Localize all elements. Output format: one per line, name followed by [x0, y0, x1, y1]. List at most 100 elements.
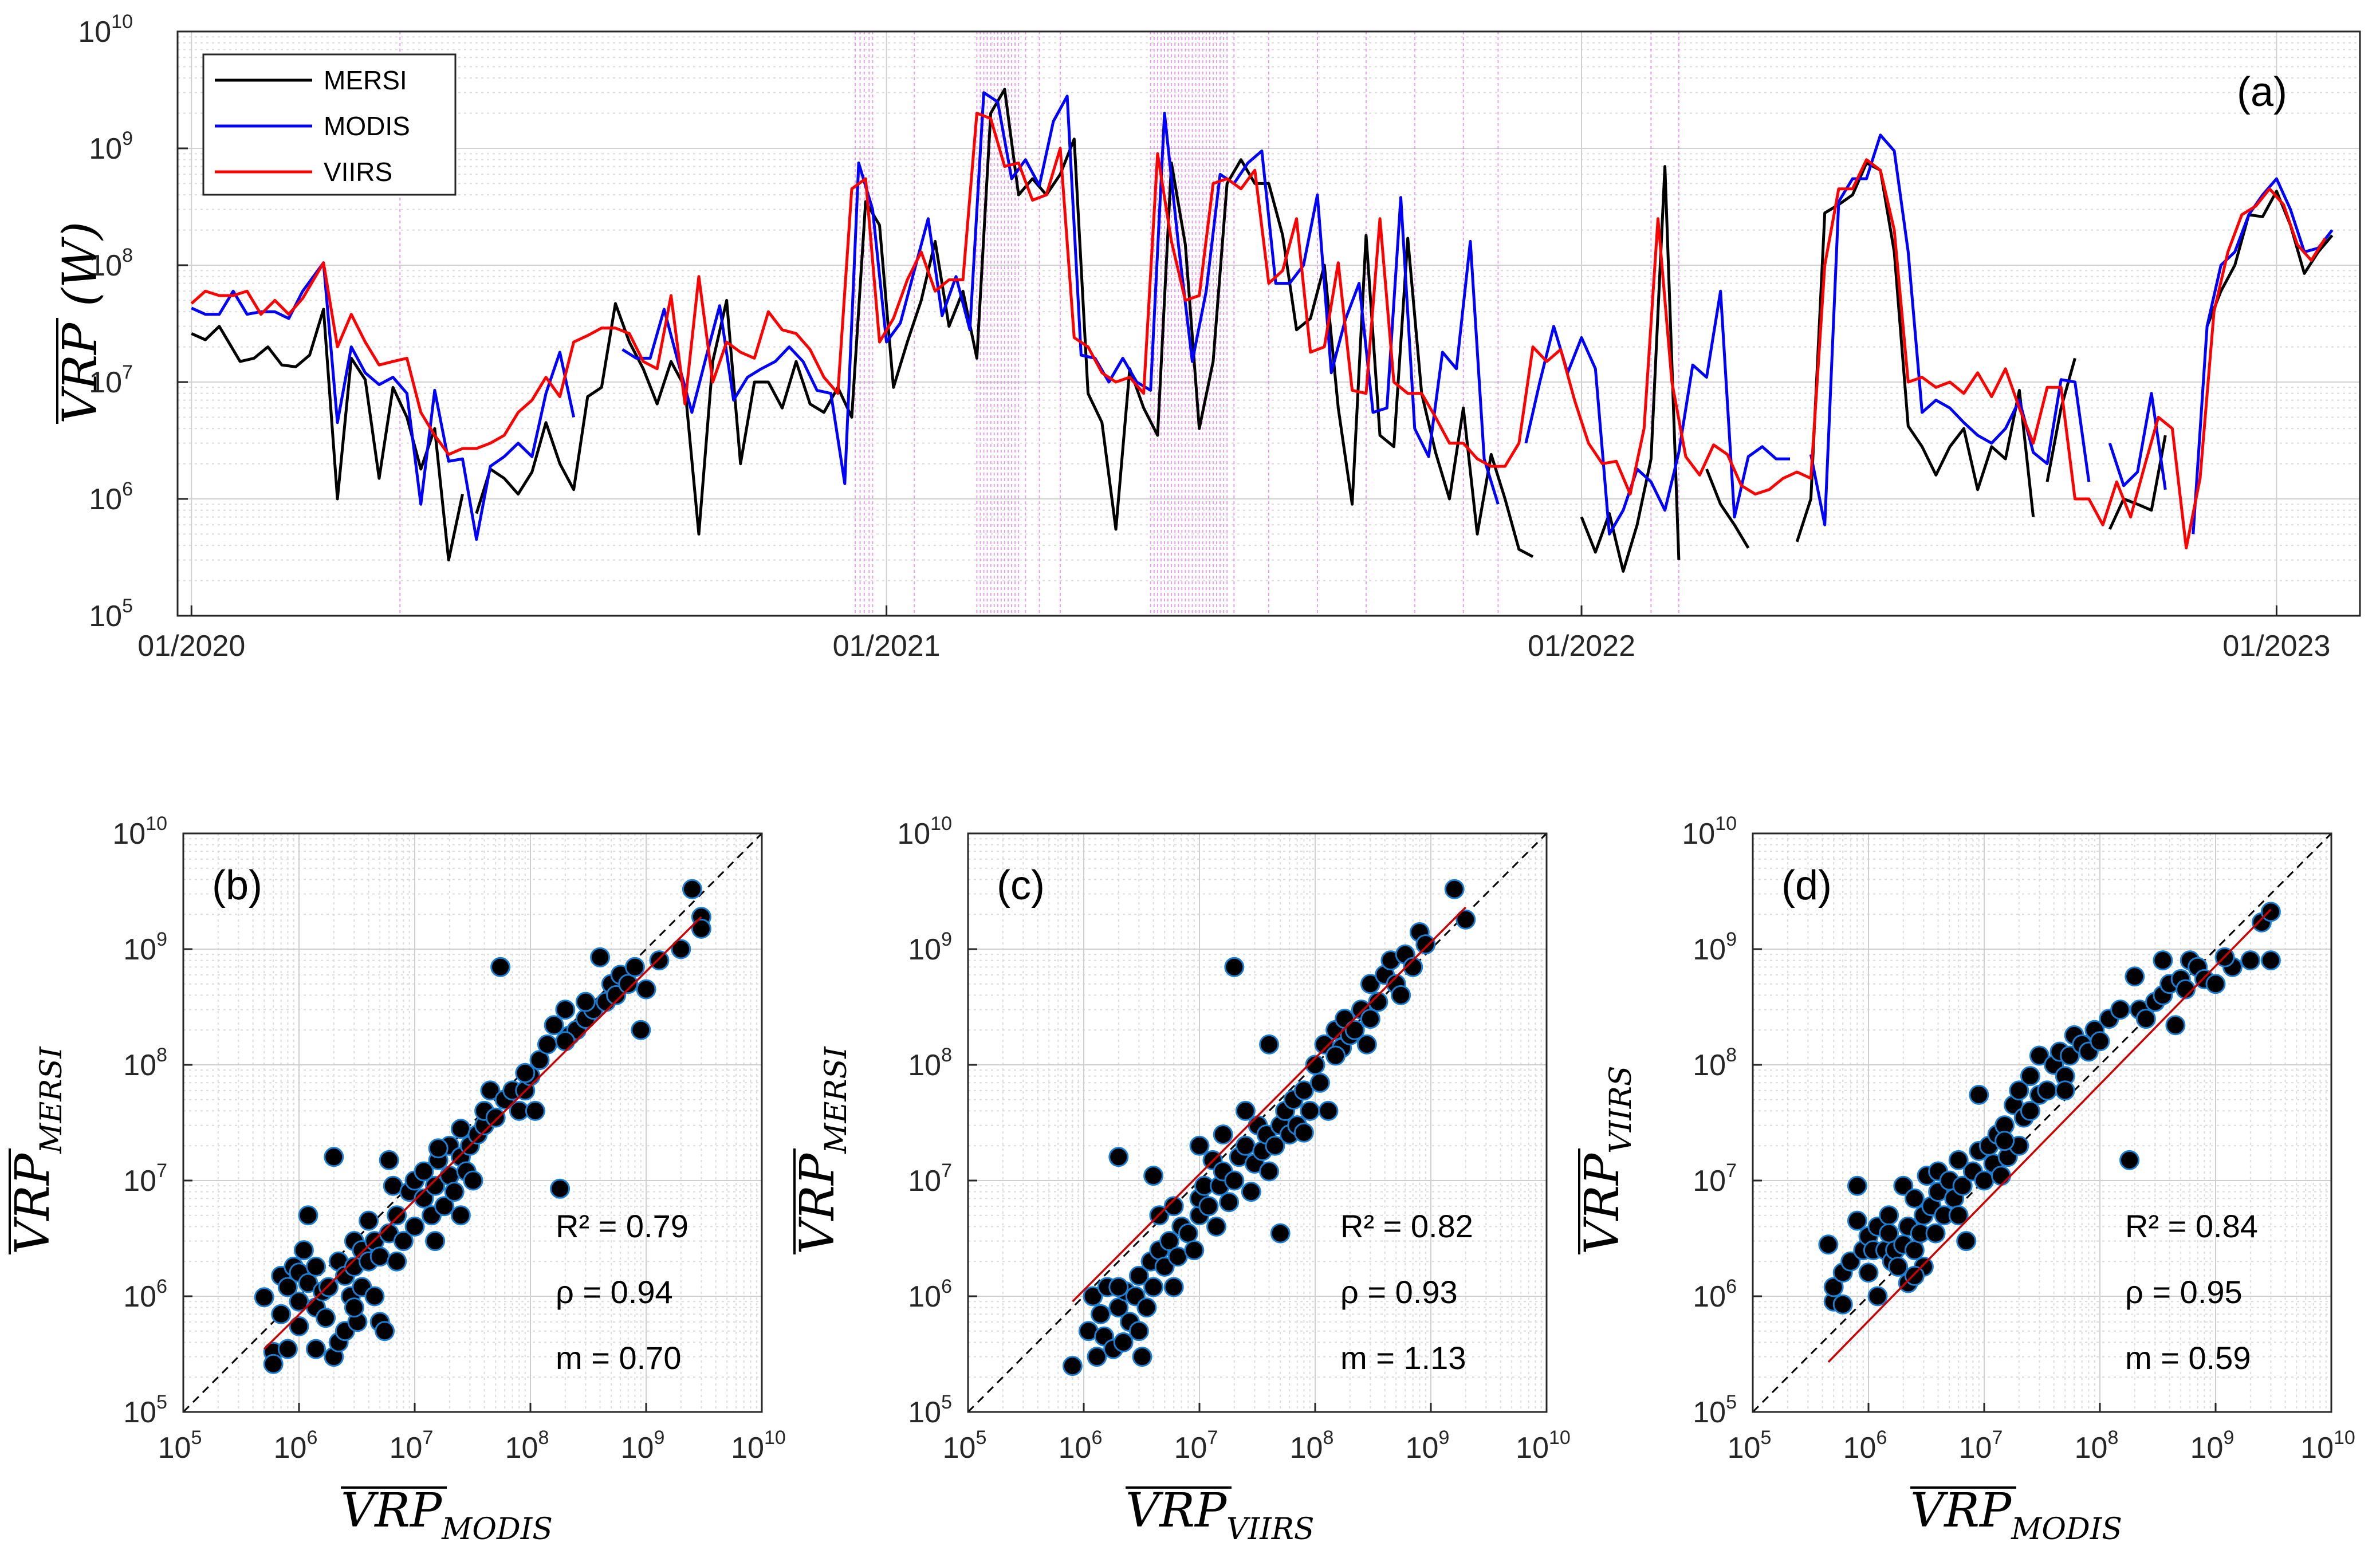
scatter-point	[1293, 1122, 1314, 1143]
plot-frame	[182, 832, 763, 1413]
scatter-point	[1293, 1080, 1314, 1101]
scatter-point	[1132, 1347, 1152, 1367]
scatter-point	[1163, 1196, 1184, 1217]
scatter-point	[293, 1240, 314, 1261]
scatter-point	[1325, 1045, 1346, 1066]
scatter-point	[2135, 1009, 2156, 1029]
scatter-point	[404, 1216, 425, 1237]
scatter-point	[1143, 1166, 1164, 1186]
scatter-point	[1235, 1100, 1256, 1121]
scatter-point	[444, 1182, 465, 1202]
stat-slope: m = 0.70	[556, 1340, 681, 1376]
scatter-point	[2029, 1045, 2049, 1066]
stats: R² = 0.79 ρ = 0.94 m = 0.70	[556, 1208, 689, 1376]
scatter-point	[1087, 1347, 1107, 1367]
x-tick-label-exponent: 5	[975, 1427, 986, 1449]
scatter-point	[414, 1161, 434, 1182]
y-tick-label-exponent: 5	[1726, 1391, 1737, 1413]
points	[1062, 879, 1476, 1376]
stat-rho: ρ = 0.94	[556, 1274, 673, 1310]
x-tick-label-exponent: 6	[1876, 1427, 1887, 1449]
panel-label: (c)	[997, 863, 1045, 908]
y-tick-label-exponent: 6	[1726, 1276, 1737, 1297]
y-tick-label-exponent: 8	[941, 1044, 952, 1066]
scatter-point	[1259, 1034, 1280, 1055]
y-tick-label-exponent: 5	[941, 1391, 952, 1413]
scatter-point	[1108, 1277, 1129, 1297]
scatter-point	[555, 1000, 576, 1020]
y-tick-exponent: 5	[122, 595, 133, 617]
scatter-point	[1904, 1188, 1925, 1209]
scatter-point	[254, 1287, 274, 1308]
scatter-point	[1184, 1240, 1205, 1261]
regression-line	[263, 916, 702, 1350]
scatter-point	[1309, 1072, 1330, 1093]
y-tick-exponent: 9	[122, 128, 133, 150]
ylabel-text: VRPMERSI	[6, 1046, 69, 1254]
y-tick-label: 107	[1693, 1160, 1737, 1198]
legend-label-mersi: MERSI	[324, 65, 407, 95]
scatter-point	[1198, 1196, 1219, 1217]
plot-area	[1753, 833, 2331, 1412]
scatter-point	[1415, 934, 1436, 955]
scatter-point	[450, 1119, 471, 1139]
scatter-point	[649, 950, 670, 971]
scatter-point	[1189, 1135, 1210, 1156]
scatter-point	[1444, 879, 1465, 899]
x-tick-label: 1010	[731, 1427, 786, 1465]
scatter-point	[624, 957, 645, 977]
x-tick-label: 107	[1174, 1427, 1218, 1465]
x-tick-label-exponent: 9	[1438, 1427, 1449, 1449]
scatter-point	[387, 1251, 407, 1272]
panel-a-ylabel-text: VRP	[53, 322, 108, 424]
scatter-point	[1956, 1231, 1977, 1252]
scatter-point	[1847, 1175, 1867, 1196]
y-tick-label: 109	[123, 929, 167, 966]
scatter-point	[671, 939, 691, 959]
x-tick-label: 106	[274, 1427, 318, 1465]
scatter-point	[1888, 1256, 1909, 1277]
x-tick-label-exponent: 8	[1323, 1427, 1333, 1449]
scatter-point	[1128, 1265, 1149, 1286]
scatter-point	[2020, 1100, 2040, 1121]
x-tick-label: 108	[505, 1427, 549, 1465]
y-tick-label: 1010	[1682, 813, 1737, 851]
y-tick-label-exponent: 6	[156, 1276, 167, 1297]
y-tick-exponent: 10	[111, 11, 133, 33]
y-tick-label: 105	[1693, 1391, 1737, 1429]
scatter-point	[1904, 1265, 1925, 1286]
stat-r2: R² = 0.82	[1340, 1208, 1473, 1244]
scatter-point	[463, 1170, 483, 1191]
x-tick-label: 1010	[1516, 1427, 1571, 1465]
y-tick-label: 105	[123, 1391, 167, 1429]
scatter-point	[1969, 1084, 1989, 1105]
scatter-point	[1108, 1147, 1129, 1167]
scatter-point	[2205, 974, 2226, 994]
ylabel: VRPVIIRS	[1575, 1065, 1638, 1254]
scatter-point	[1858, 1262, 1879, 1283]
x-tick-label: 108	[1290, 1427, 1334, 1465]
scatter-point	[1224, 957, 1245, 977]
x-tick-label: 105	[943, 1427, 987, 1465]
scatter-point	[1847, 1210, 1867, 1231]
x-tick-label: 107	[390, 1427, 434, 1465]
scatter-point	[1952, 1175, 1973, 1196]
ylabel-subscript: MERSI	[34, 1046, 69, 1154]
x-tick-label: 107	[1959, 1427, 2003, 1465]
scatter-point	[1241, 1182, 1261, 1202]
y-tick-label: 106	[123, 1276, 167, 1313]
series-line-mersi	[191, 88, 2334, 573]
y-tick-label: 109	[1693, 929, 1737, 966]
y-tick-label: 1010	[897, 813, 952, 851]
stat-r2: R² = 0.79	[556, 1208, 689, 1244]
x-tick-label: 109	[621, 1427, 665, 1465]
scatter-point	[2119, 1150, 2140, 1170]
scatter-point	[1867, 1286, 1888, 1307]
scatter-point	[691, 918, 711, 939]
stat-slope: m = 0.59	[2125, 1340, 2251, 1376]
scatter-point	[306, 1339, 326, 1359]
panel-a-frame	[176, 30, 2361, 617]
plot-frame	[967, 832, 1548, 1413]
